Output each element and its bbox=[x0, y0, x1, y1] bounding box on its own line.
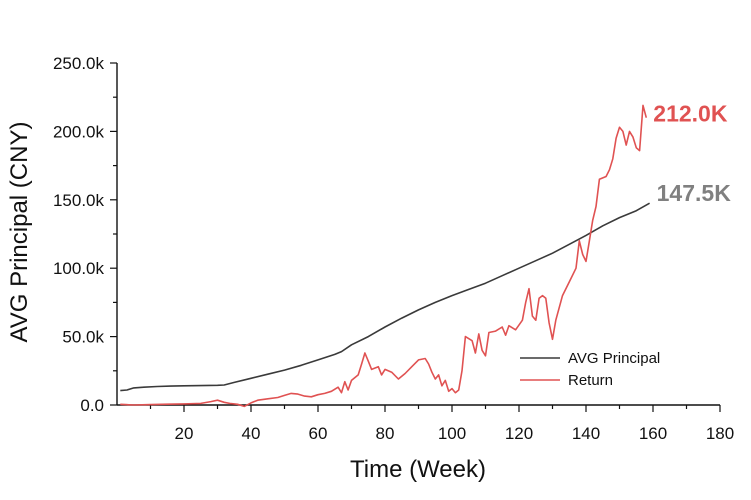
y-tick-label: 50.0k bbox=[62, 328, 104, 347]
x-tick-label: 40 bbox=[242, 424, 261, 443]
x-tick-label: 20 bbox=[175, 424, 194, 443]
legend: AVG Principal Return bbox=[520, 350, 660, 389]
legend-label-avg-principal: AVG Principal bbox=[568, 350, 660, 367]
y-tick-label: 0.0 bbox=[80, 396, 104, 415]
x-tick-label: 140 bbox=[572, 424, 600, 443]
y-tick-label: 100.0k bbox=[53, 259, 105, 278]
y-tick-label: 200.0k bbox=[53, 122, 105, 141]
y-tick-label: 250.0k bbox=[53, 54, 105, 73]
end-labels: 147.5K 212.0K bbox=[653, 101, 731, 207]
series-line-return bbox=[120, 104, 648, 408]
x-tick-label: 60 bbox=[309, 424, 328, 443]
y-axis-title: AVG Principal (CNY) bbox=[6, 122, 33, 343]
x-tick-label: 160 bbox=[639, 424, 667, 443]
x-tick-label: 100 bbox=[438, 424, 466, 443]
y-tick-label: 150.0k bbox=[53, 191, 105, 210]
end-label-avg-principal: 147.5K bbox=[657, 180, 732, 206]
axes: 20 40 60 80 100 120 140 160 180 0.0 50.0k 100.0k 150… bbox=[53, 54, 734, 443]
series-layer bbox=[120, 104, 650, 408]
x-axis-title: Time (Week) bbox=[350, 456, 486, 483]
series-line-avg-principal bbox=[120, 202, 650, 392]
x-tick-label: 80 bbox=[376, 424, 395, 443]
x-tick-label: 180 bbox=[706, 424, 734, 443]
x-tick-label: 120 bbox=[505, 424, 533, 443]
end-label-return: 212.0K bbox=[653, 101, 728, 127]
legend-label-return: Return bbox=[568, 372, 613, 389]
